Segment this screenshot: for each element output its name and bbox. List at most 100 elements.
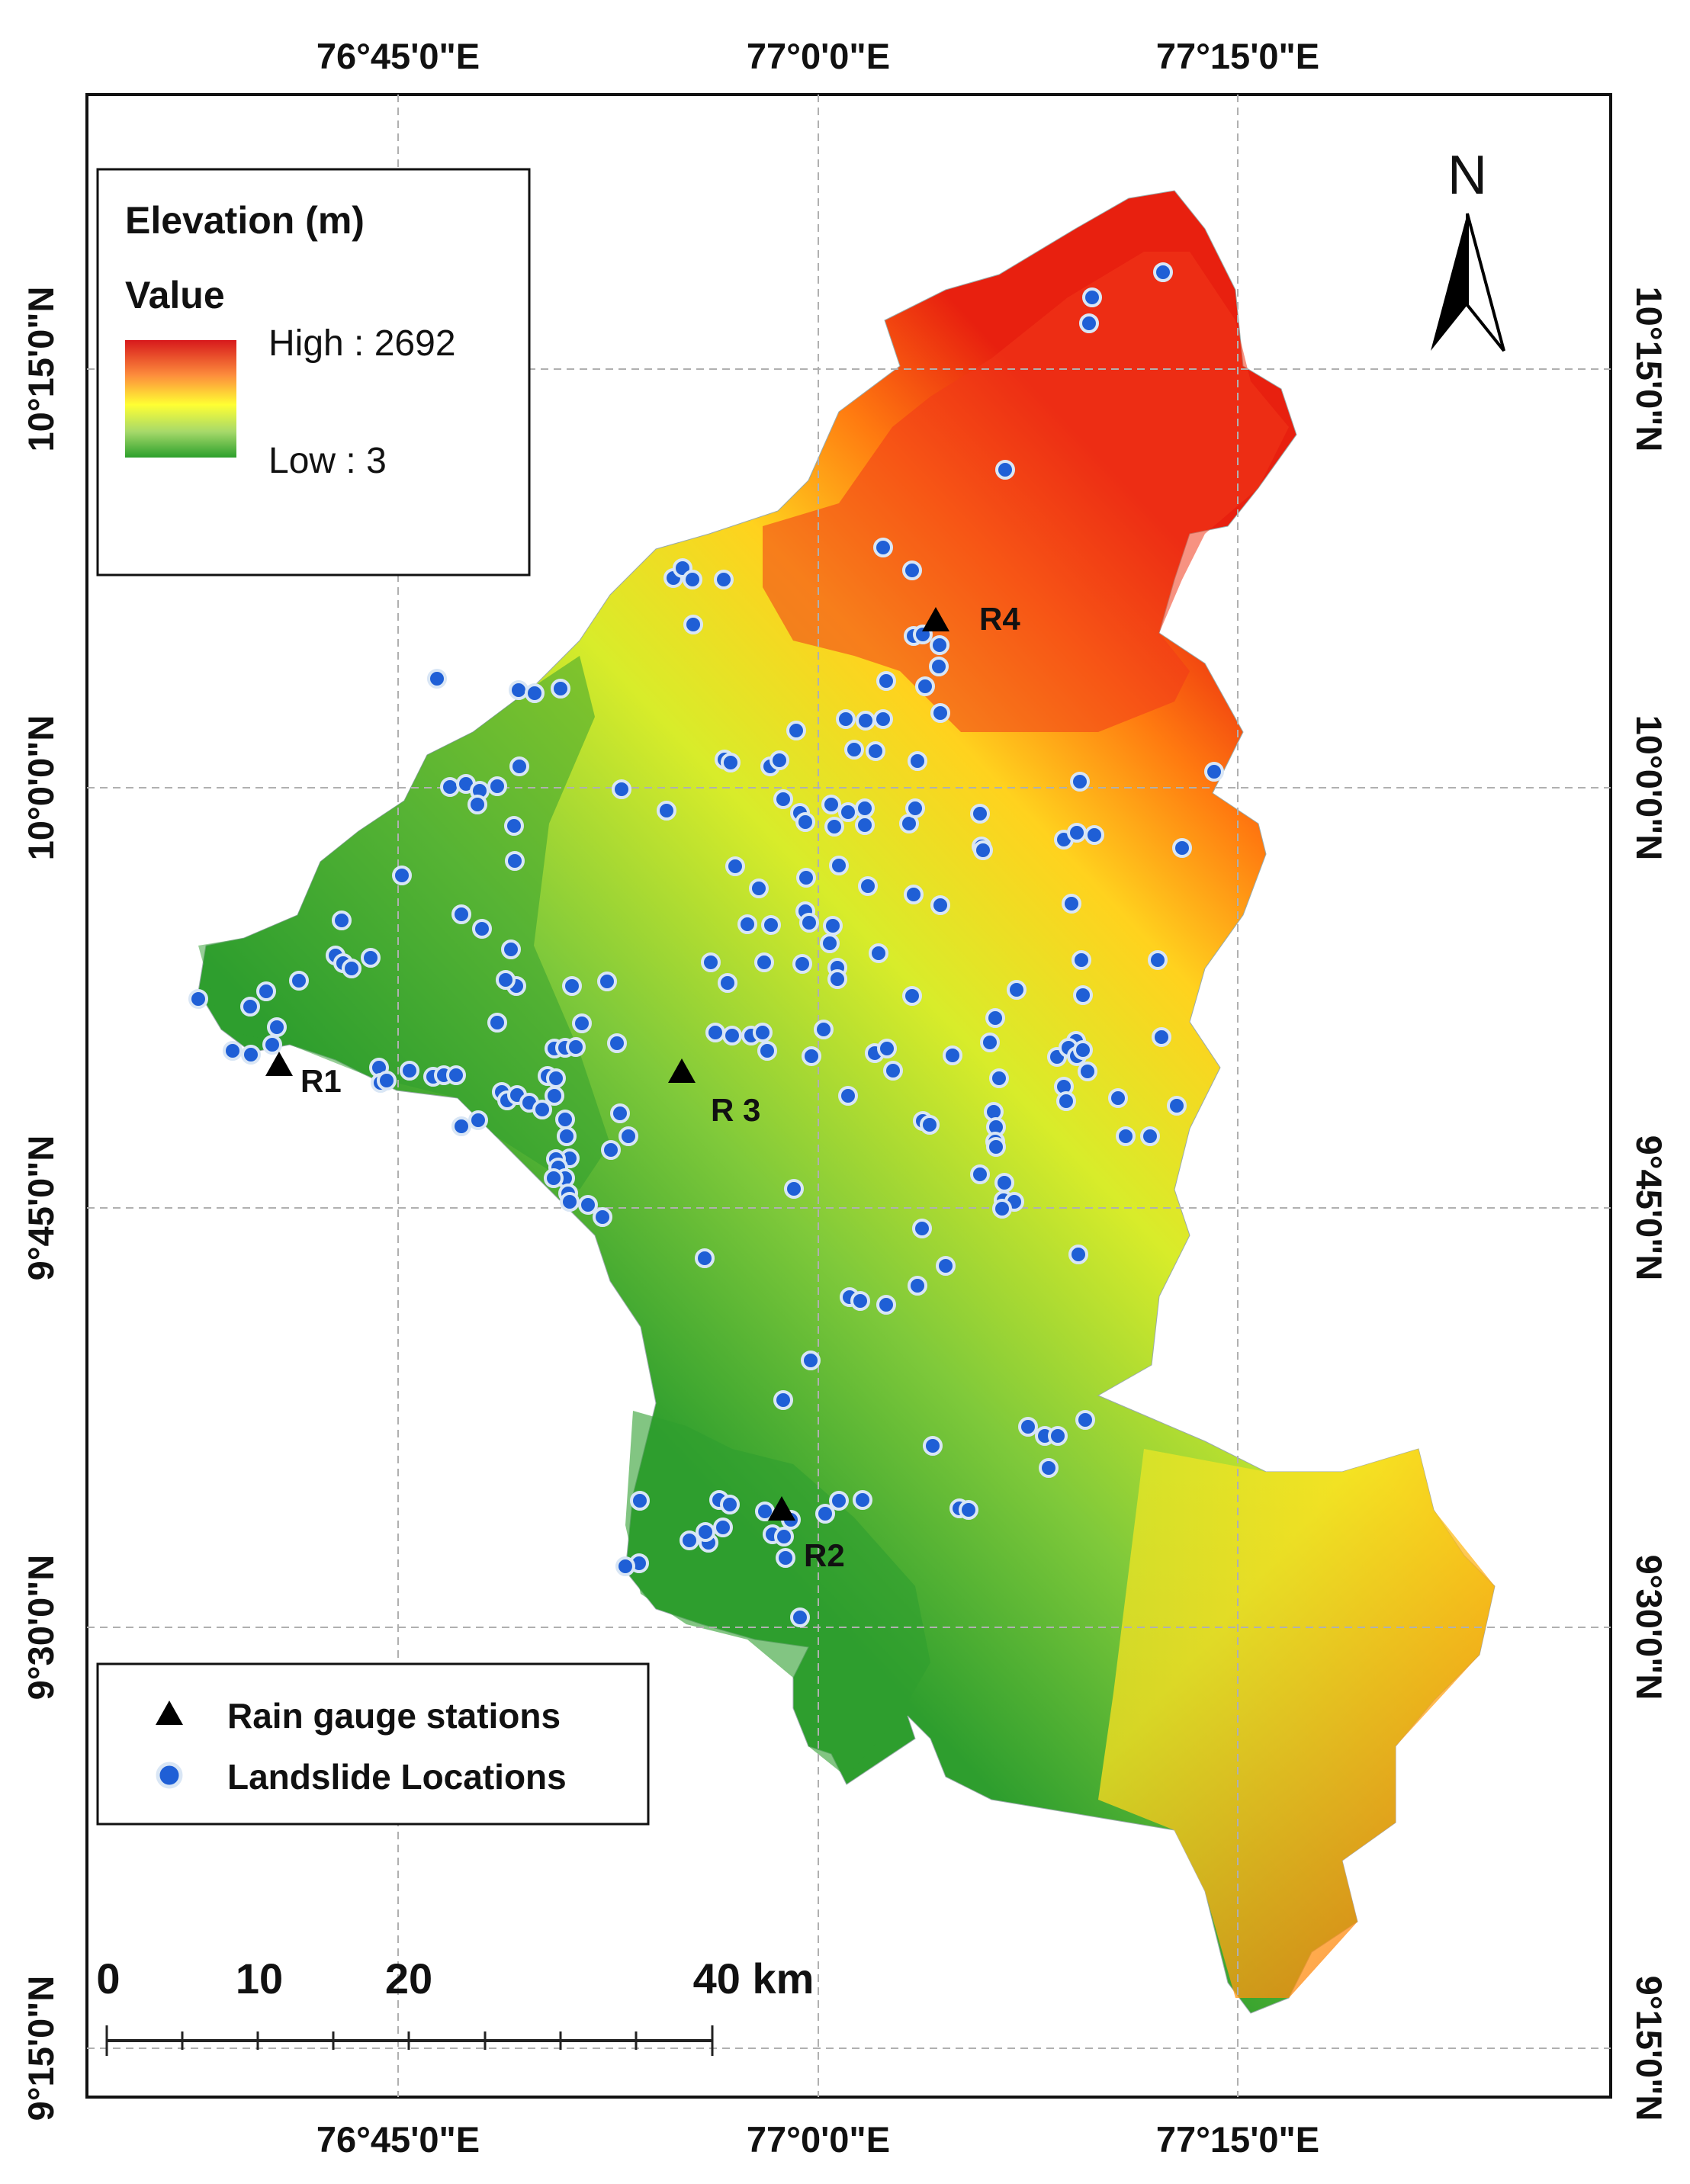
landslide-marker bbox=[749, 878, 769, 898]
landslide-marker bbox=[1062, 894, 1081, 914]
landslide-marker bbox=[820, 933, 840, 953]
landslide-marker bbox=[1152, 1027, 1171, 1047]
landslide-marker bbox=[1082, 287, 1102, 307]
landslide-marker bbox=[930, 895, 950, 915]
landslide-marker bbox=[451, 1116, 471, 1136]
landslide-marker bbox=[970, 1164, 990, 1184]
landslide-marker bbox=[1078, 1061, 1097, 1081]
scale-label-40km: 40 km bbox=[693, 1954, 814, 2003]
landslide-marker bbox=[929, 657, 949, 676]
elevation-color-ramp bbox=[125, 340, 236, 458]
landslide-marker bbox=[593, 1207, 612, 1227]
lon-label-top-2: 77°0'0"E bbox=[747, 36, 890, 76]
landslide-marker bbox=[876, 1295, 896, 1315]
north-arrow-right-half bbox=[1466, 213, 1505, 352]
landslide-marker bbox=[601, 1140, 621, 1160]
landslide-marker bbox=[713, 1518, 733, 1537]
landslide-marker bbox=[908, 1276, 927, 1296]
lat-label-left-1: 10°15'0"N bbox=[21, 287, 61, 452]
landslide-marker bbox=[773, 789, 793, 809]
highland-overlay bbox=[763, 252, 1289, 732]
landslide-marker bbox=[1140, 1126, 1160, 1146]
rain-gauge-marker-r1 bbox=[265, 1052, 293, 1076]
landslide-marker bbox=[838, 1086, 858, 1106]
landslide-marker bbox=[705, 1023, 725, 1042]
landslide-marker bbox=[467, 795, 487, 814]
landslide-marker bbox=[943, 1045, 962, 1065]
landslide-marker bbox=[722, 1026, 742, 1045]
landslide-marker bbox=[505, 851, 525, 871]
landslide-marker bbox=[427, 669, 447, 689]
landslide-marker bbox=[799, 913, 819, 933]
landslide-marker bbox=[546, 1068, 566, 1088]
rain-gauge-marker-r3 bbox=[668, 1058, 696, 1083]
lat-label-right-2: 10°0'0"N bbox=[1629, 715, 1669, 861]
landslide-marker bbox=[1073, 1040, 1093, 1060]
elevation-legend-subtitle: Value bbox=[125, 274, 225, 316]
north-arrow: N bbox=[1431, 145, 1505, 352]
landslide-marker bbox=[801, 1351, 821, 1370]
landslide-marker bbox=[1073, 985, 1093, 1005]
landslide-marker bbox=[1070, 772, 1090, 792]
landslide-marker bbox=[496, 970, 516, 990]
landslide-marker bbox=[776, 1548, 795, 1568]
lat-label-right-3: 9°45'0"N bbox=[1629, 1135, 1669, 1281]
landslide-marker bbox=[1148, 950, 1168, 970]
landslide-marker bbox=[912, 1219, 932, 1238]
landslide-marker bbox=[560, 1192, 580, 1212]
landslide-marker bbox=[795, 812, 815, 832]
landslide-marker bbox=[930, 703, 950, 723]
landslide-marker bbox=[607, 1033, 627, 1053]
landslide-marker bbox=[1068, 1245, 1088, 1264]
landslide-marker bbox=[188, 989, 208, 1009]
landslide-marker bbox=[915, 676, 935, 696]
legend-landslide-label: Landslide Locations bbox=[227, 1757, 567, 1797]
landslide-marker bbox=[714, 570, 734, 589]
landslide-marker bbox=[844, 740, 864, 760]
landslide-marker bbox=[908, 751, 927, 771]
landslide-marker bbox=[332, 911, 352, 930]
north-arrow-left-half bbox=[1431, 214, 1467, 351]
landslide-marker bbox=[920, 1115, 940, 1135]
landslide-marker bbox=[525, 683, 545, 703]
landslide-marker bbox=[680, 1530, 699, 1550]
landslide-marker bbox=[361, 948, 381, 968]
landslide-marker bbox=[995, 460, 1015, 480]
landslide-marker bbox=[902, 560, 922, 580]
rain-gauge-label-r3: R 3 bbox=[711, 1092, 760, 1128]
landslide-points bbox=[188, 262, 1224, 1627]
landslide-marker bbox=[256, 981, 276, 1001]
lon-label-top-1: 76°45'0"E bbox=[316, 36, 480, 76]
landslide-marker bbox=[657, 801, 676, 821]
elevation-low-label: Low : 3 bbox=[268, 441, 387, 481]
landslide-marker bbox=[850, 1291, 870, 1311]
scale-label-20: 20 bbox=[385, 1954, 432, 2003]
lat-label-left-3: 9°45'0"N bbox=[21, 1135, 61, 1281]
landslide-marker bbox=[572, 1013, 592, 1033]
lon-label-bottom-3: 77°15'0"E bbox=[1156, 2119, 1319, 2160]
landslide-marker bbox=[551, 679, 570, 699]
landslide-marker bbox=[618, 1126, 638, 1146]
landslide-marker bbox=[774, 1527, 794, 1546]
landslide-marker bbox=[992, 1199, 1012, 1219]
landslide-marker bbox=[873, 709, 893, 729]
landslide-marker bbox=[980, 1033, 1000, 1052]
landslide-marker bbox=[557, 1126, 577, 1146]
lowland-overlay bbox=[625, 1411, 930, 1777]
landslide-marker bbox=[853, 1490, 872, 1510]
landslide-marker bbox=[1007, 980, 1027, 1000]
landslide-marker bbox=[985, 1008, 1005, 1028]
landslide-marker bbox=[761, 915, 781, 935]
landslide-marker bbox=[612, 779, 631, 799]
landslide-marker bbox=[1048, 1426, 1068, 1446]
landslide-marker bbox=[223, 1041, 243, 1061]
landslide-marker bbox=[262, 1035, 282, 1055]
landslide-marker bbox=[970, 804, 990, 824]
landslide-marker bbox=[1039, 1458, 1059, 1478]
landslide-marker bbox=[468, 1110, 488, 1130]
landslide-marker bbox=[509, 680, 529, 700]
rain-gauge-label-r4: R4 bbox=[979, 601, 1020, 637]
rain-gauge-label-r2: R2 bbox=[804, 1537, 845, 1573]
elevation-high-label: High : 2692 bbox=[268, 323, 456, 364]
